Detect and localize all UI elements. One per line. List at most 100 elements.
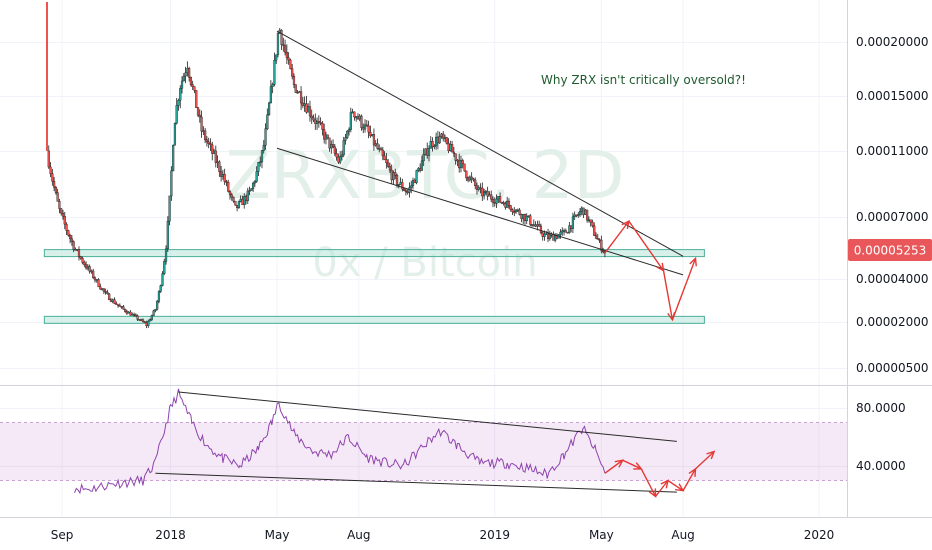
candle-body [159,285,162,292]
rsi-line [74,388,606,495]
candle-body [379,148,383,151]
time-tick-label: 2018 [155,528,186,542]
candle-body [415,170,418,184]
candle-body [228,191,232,195]
candle-body [140,319,143,321]
candle-body [113,299,116,304]
candle-body [566,232,569,234]
candle-body [490,194,493,200]
candle-body [390,169,393,181]
candle-body [239,198,242,202]
candle-body [534,224,537,227]
candle-body [54,187,57,193]
candle-body [298,91,301,93]
candle-body [413,179,416,184]
price-tick-label: 0.00002000 [856,315,929,329]
candle-body [76,249,79,251]
candle-body [204,130,207,141]
candle-body [56,192,59,202]
candle-body [148,319,152,322]
price-axis: 0.00020000 0.00015000 0.00011000 0.00007000… [856,35,929,375]
candle-body [388,166,392,171]
candle-body [246,190,249,202]
rsi-tick-label: 40.0000 [856,459,906,473]
candle-body [426,148,429,156]
candle-body [568,225,571,233]
candle-body [518,209,521,215]
price-projection-arrow [662,270,674,320]
candle-body [317,120,320,123]
candle-body [118,305,121,307]
last-price-label: 0.00005253 [848,239,932,261]
candle-body [100,288,104,290]
watermark-name: 0x / Bitcoin [312,240,537,286]
candle-body [401,182,404,190]
candle-body [273,60,276,85]
candle-body [221,174,224,177]
candle-body [404,190,408,193]
candle-body [461,160,464,165]
candle-body [218,161,221,172]
candle-body [591,221,594,226]
candle-body [172,145,175,172]
candle-body [84,264,88,269]
candle-body [347,129,351,132]
price-tick-label: 0.00011000 [856,144,929,158]
candle-body [589,219,592,223]
candle-body [175,105,178,124]
candle-body [269,86,272,104]
candle-body [573,214,576,218]
candle-body [406,191,409,194]
candle-body [552,234,555,241]
candle-body [61,212,65,217]
candle-body [74,249,77,251]
candle-body [362,127,365,130]
candle-body [241,198,244,205]
candle-body [470,176,473,180]
candle-body [440,133,443,137]
candle-body [536,224,539,227]
candle-body [67,230,70,236]
candle-body [429,141,432,149]
rsi-projection-arrow-head [706,450,716,460]
candle-body [157,291,161,302]
candle-body [516,209,519,212]
candle-body [125,311,129,314]
candle-body [497,196,500,200]
candle-body [530,224,534,227]
candle-body [90,270,93,273]
rsi-axis: 80.0000 40.0000 [856,401,906,473]
candle-body [232,196,235,202]
candle-body [138,319,141,321]
price-tick-label: 0.00015000 [856,89,929,103]
candle-body [180,80,184,89]
candle-body [211,144,214,154]
candle-body [529,215,532,225]
candle-body [156,301,159,310]
candle-body [102,288,105,292]
candle-body [147,320,150,327]
candle-body [129,311,132,316]
candle-body [454,153,457,161]
candle-body [504,203,507,208]
candle-body [477,187,480,190]
candle-body [586,209,589,221]
time-tick-label: May [589,528,614,542]
candle-body [340,154,344,157]
candle-body [122,306,125,310]
candle-body [443,137,447,139]
candle-body [145,322,148,327]
candle-body [141,319,145,322]
candle-body [193,86,196,91]
candle-body [570,225,573,229]
candle-body [285,52,288,59]
candle-body [47,150,50,168]
candle-body [564,230,567,233]
candle-body [106,291,109,295]
candle-body [397,184,400,186]
candle-body [177,100,180,106]
candle-body [394,172,397,176]
candle-body [479,187,482,189]
candle-body [488,194,491,197]
candle-body [299,91,303,104]
